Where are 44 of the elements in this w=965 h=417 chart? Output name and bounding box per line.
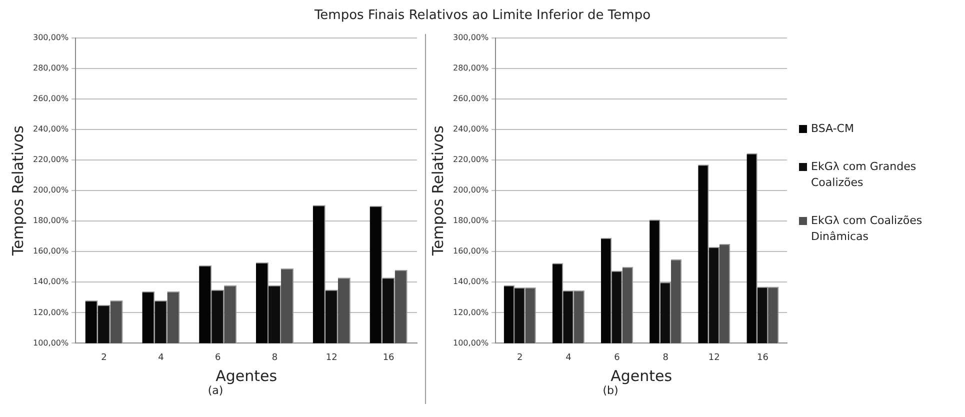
y-tick-label: 300,00% <box>453 33 489 42</box>
y-axis-title: Tempos Relativos <box>8 125 27 257</box>
x-tick-label: 4 <box>158 352 164 363</box>
y-tick-label: 180,00% <box>453 216 489 226</box>
y-tick-label: 140,00% <box>33 277 69 286</box>
legend-label: EkGλ com Coalizões Dinâmicas <box>811 212 924 244</box>
text: (b) <box>602 384 618 397</box>
y-tick-label: 140,00% <box>453 277 489 286</box>
x-tick-label: 4 <box>566 352 572 363</box>
x-tick-label: 6 <box>614 352 620 363</box>
y-tick-label: 100,00% <box>33 338 69 348</box>
x-tick-label: 12 <box>708 352 720 363</box>
y-tick-label: 120,00% <box>33 308 69 317</box>
y-tick-label: 220,00% <box>33 155 69 164</box>
y-tick-label: 240,00% <box>453 124 489 134</box>
x-tick-label: 6 <box>214 352 221 363</box>
y-tick-label: 260,00% <box>453 94 489 104</box>
y-tick-label: 300,00% <box>33 33 69 42</box>
legend-label: BSA-CM <box>811 120 854 136</box>
y-axis-title: Tempos Relativos <box>428 125 447 257</box>
x-tick-label: 2 <box>517 352 523 363</box>
x-axis-title: Agentes <box>610 366 672 385</box>
x-tick-label: 12 <box>326 352 338 363</box>
y-tick-label: 200,00% <box>453 186 489 195</box>
y-tick-label: 160,00% <box>453 246 489 256</box>
y-tick-label: 220,00% <box>453 155 489 164</box>
text: (a) <box>208 384 224 397</box>
y-tick-label: 100,00% <box>453 338 489 348</box>
text: Tempos Finais Relativos ao Limite Inferior de Tempo <box>313 8 652 25</box>
x-tick-label: 8 <box>662 352 669 363</box>
y-tick-label: 280,00% <box>33 64 69 73</box>
y-tick-label: 160,00% <box>33 246 69 256</box>
y-tick-label: 120,00% <box>453 308 489 317</box>
y-tick-label: 260,00% <box>33 94 69 104</box>
x-axis-title: Agentes <box>216 366 278 385</box>
x-tick-label: 8 <box>272 352 278 363</box>
y-tick-label: 240,00% <box>33 124 69 134</box>
y-tick-label: 280,00% <box>453 64 489 73</box>
y-tick-label: 180,00% <box>33 216 69 226</box>
x-tick-label: 16 <box>756 352 769 363</box>
x-tick-label: 2 <box>101 352 107 363</box>
y-tick-label: 200,00% <box>33 186 69 195</box>
x-tick-label: 16 <box>382 352 395 363</box>
legend-label: EkGλ com Grandes Coalizões <box>811 158 918 190</box>
